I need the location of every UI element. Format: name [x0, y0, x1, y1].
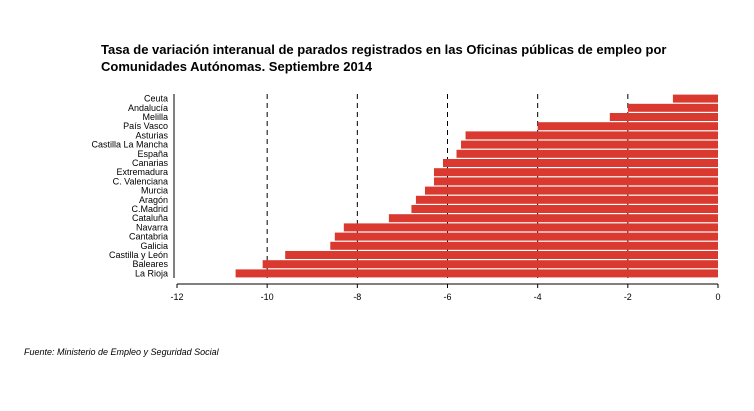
- bar: [627, 103, 718, 112]
- bar: [442, 159, 718, 167]
- category-label: Melilla: [142, 112, 168, 122]
- source-note: Fuente: Ministerio de Empleo y Seguridad…: [24, 347, 219, 357]
- category-label: Ceuta: [144, 94, 168, 104]
- category-label: Canarias: [132, 158, 169, 168]
- category-label: Aragón: [139, 195, 168, 205]
- x-tick-label: -12: [170, 292, 183, 302]
- bar: [411, 205, 718, 213]
- category-label: Galicia: [140, 241, 168, 251]
- category-label: C.Madrid: [131, 204, 168, 214]
- bar: [330, 241, 718, 250]
- x-tick-label: -6: [443, 292, 451, 302]
- bar: [388, 214, 718, 223]
- chart-title: Tasa de variación interanual de parados …: [101, 42, 667, 74]
- category-label: Asturias: [135, 130, 168, 140]
- bar: [433, 177, 718, 186]
- category-label: Navarra: [136, 222, 168, 232]
- category-label: Cantabria: [129, 232, 168, 242]
- bar: [285, 251, 718, 259]
- category-label: Baleares: [132, 259, 168, 269]
- bar: [461, 140, 718, 149]
- category-label: C. Valenciana: [113, 176, 168, 186]
- bar: [433, 168, 718, 177]
- x-tick-label: 0: [715, 292, 720, 302]
- category-label: Extremadura: [116, 167, 168, 177]
- bar: [424, 186, 718, 195]
- x-tick-label: -10: [261, 292, 274, 302]
- bar: [465, 131, 718, 140]
- category-label: Andalucía: [128, 103, 168, 113]
- x-tick-label: -4: [534, 292, 542, 302]
- bar: [456, 149, 718, 158]
- bar: [262, 260, 718, 269]
- category-label: Castilla y León: [109, 250, 168, 260]
- category-label: España: [137, 149, 168, 159]
- category-label: La Rioja: [135, 268, 168, 278]
- bar: [235, 269, 718, 278]
- bar: [415, 195, 718, 204]
- category-label: Castilla La Mancha: [91, 140, 168, 150]
- category-label: Cataluña: [132, 213, 168, 223]
- bar: [334, 232, 718, 241]
- x-tick-label: -2: [624, 292, 632, 302]
- x-tick-label: -8: [353, 292, 361, 302]
- category-label: Murcia: [141, 186, 168, 196]
- bar: [609, 113, 718, 121]
- bar: [537, 122, 718, 131]
- category-label: País Vasco: [123, 121, 168, 131]
- bar: [672, 94, 718, 103]
- bar: [343, 223, 718, 232]
